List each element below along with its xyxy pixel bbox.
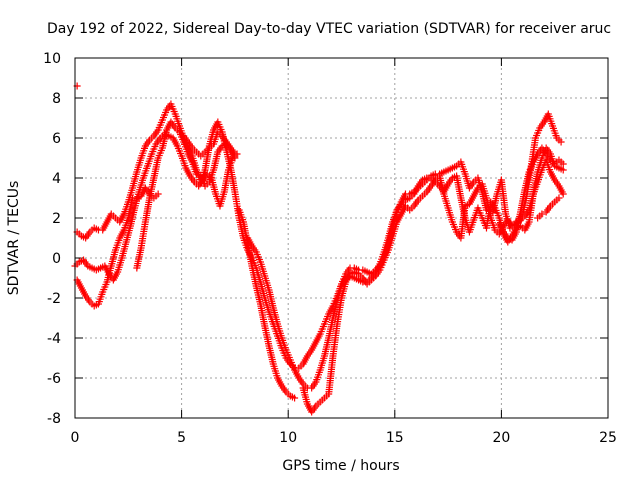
x-tick-label: 20 — [492, 430, 510, 446]
data-point-marker — [291, 394, 299, 402]
data-point-marker — [559, 190, 567, 198]
data-point-marker — [559, 166, 567, 174]
y-tick-label: -4 — [47, 331, 61, 347]
data-point-marker — [538, 210, 546, 218]
x-tick-label: 15 — [386, 430, 404, 446]
y-tick-label: 0 — [52, 251, 61, 267]
data-point-marker — [555, 194, 563, 202]
y-tick-label: 6 — [52, 131, 61, 147]
y-tick-label: -8 — [47, 411, 61, 427]
plot-frame — [74, 57, 609, 419]
y-tick-label: 10 — [43, 51, 61, 67]
data-point-marker — [557, 138, 565, 146]
tick-labels: 0 5 10 15 20 25 -8 -6 -4 -2 0 2 4 6 8 10 — [43, 51, 617, 446]
y-tick-label: 8 — [52, 91, 61, 107]
data-point-marker — [231, 154, 239, 162]
x-tick-label: 25 — [599, 430, 617, 446]
chart-title: Day 192 of 2022, Sidereal Day-to-day VTE… — [47, 21, 611, 37]
grid-lines — [75, 58, 608, 418]
data-point-marker — [154, 190, 162, 198]
data-points — [71, 82, 567, 416]
axis-ticks — [74, 57, 609, 419]
y-tick-label: 2 — [52, 211, 61, 227]
x-tick-label: 10 — [279, 430, 297, 446]
y-axis-label: SDTVAR / TECUs — [6, 181, 22, 296]
y-tick-label: -6 — [47, 371, 61, 387]
data-point-marker — [559, 160, 567, 168]
x-tick-label: 0 — [71, 430, 80, 446]
x-tick-label: 5 — [177, 430, 186, 446]
x-axis-label: GPS time / hours — [282, 458, 399, 474]
y-tick-label: 4 — [52, 171, 61, 187]
y-tick-label: -2 — [47, 291, 61, 307]
